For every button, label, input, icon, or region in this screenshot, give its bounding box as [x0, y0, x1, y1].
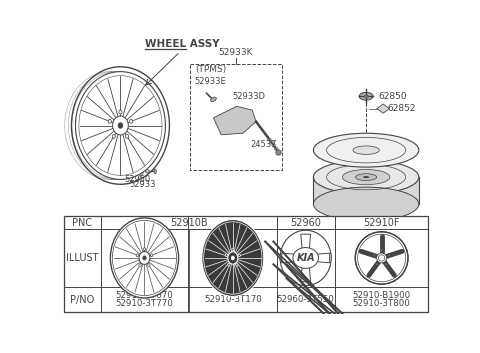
Ellipse shape — [353, 146, 379, 154]
Text: PNC: PNC — [72, 217, 93, 228]
Ellipse shape — [108, 119, 111, 123]
Ellipse shape — [280, 230, 331, 286]
Ellipse shape — [363, 176, 369, 178]
Ellipse shape — [75, 72, 166, 179]
Ellipse shape — [342, 169, 390, 185]
Bar — [64, 216, 428, 312]
Ellipse shape — [376, 264, 378, 265]
Ellipse shape — [356, 174, 377, 180]
Ellipse shape — [232, 248, 234, 251]
Ellipse shape — [139, 264, 141, 267]
Text: WHEEL ASSY: WHEEL ASSY — [145, 38, 220, 48]
Ellipse shape — [211, 97, 216, 102]
Ellipse shape — [118, 122, 123, 129]
Ellipse shape — [313, 133, 419, 167]
Ellipse shape — [145, 170, 149, 173]
Text: 52910-3T170: 52910-3T170 — [204, 295, 262, 304]
Text: ILLUST: ILLUST — [66, 253, 99, 263]
Ellipse shape — [313, 160, 419, 194]
Text: 52960: 52960 — [290, 217, 321, 228]
Ellipse shape — [150, 254, 153, 257]
Ellipse shape — [381, 249, 383, 251]
Ellipse shape — [236, 263, 238, 266]
Ellipse shape — [119, 110, 122, 114]
Polygon shape — [314, 253, 330, 263]
Text: 52933K: 52933K — [219, 48, 253, 57]
Text: 52960-3T550: 52960-3T550 — [277, 295, 335, 304]
Text: 52910F: 52910F — [363, 217, 400, 228]
Polygon shape — [282, 253, 297, 263]
Text: 24537: 24537 — [251, 140, 277, 149]
Text: 52910-B1900: 52910-B1900 — [353, 291, 411, 300]
Ellipse shape — [143, 256, 146, 260]
Ellipse shape — [225, 254, 228, 257]
Ellipse shape — [359, 92, 373, 100]
Ellipse shape — [238, 254, 240, 257]
Ellipse shape — [373, 255, 375, 256]
Ellipse shape — [313, 187, 419, 221]
Ellipse shape — [228, 263, 230, 266]
Ellipse shape — [110, 218, 179, 298]
Ellipse shape — [385, 264, 387, 265]
Ellipse shape — [112, 134, 115, 138]
Ellipse shape — [154, 169, 156, 174]
Ellipse shape — [231, 256, 234, 260]
Ellipse shape — [377, 253, 386, 263]
Text: 62852: 62852 — [388, 104, 416, 113]
Ellipse shape — [228, 252, 238, 264]
Ellipse shape — [388, 255, 390, 256]
Bar — [190, 64, 282, 170]
Text: 52950: 52950 — [124, 175, 150, 184]
Ellipse shape — [113, 116, 128, 135]
Ellipse shape — [293, 247, 318, 268]
Text: P/NO: P/NO — [71, 294, 95, 305]
Text: 52933E: 52933E — [195, 77, 227, 86]
Text: 52910-3T800: 52910-3T800 — [353, 299, 410, 308]
Text: 52910-3T770: 52910-3T770 — [116, 299, 173, 308]
Ellipse shape — [72, 67, 169, 184]
Polygon shape — [301, 234, 311, 250]
Text: KIA: KIA — [296, 253, 315, 263]
Ellipse shape — [276, 150, 281, 155]
Polygon shape — [214, 106, 256, 135]
Bar — [313, 177, 419, 204]
Ellipse shape — [148, 264, 150, 267]
Polygon shape — [377, 104, 389, 113]
Ellipse shape — [355, 232, 408, 284]
Text: 52933: 52933 — [130, 180, 156, 189]
Polygon shape — [301, 267, 311, 282]
Ellipse shape — [139, 252, 150, 264]
Ellipse shape — [130, 119, 132, 123]
Text: (TPMS): (TPMS) — [195, 65, 226, 74]
Ellipse shape — [144, 248, 145, 251]
Text: 52910-3T670: 52910-3T670 — [116, 291, 173, 300]
Ellipse shape — [136, 254, 139, 257]
Text: 62850: 62850 — [379, 92, 407, 101]
Text: 52933D: 52933D — [233, 91, 266, 101]
Text: 52910B: 52910B — [170, 217, 207, 228]
Ellipse shape — [125, 134, 129, 138]
Ellipse shape — [202, 220, 264, 297]
Ellipse shape — [364, 95, 368, 97]
